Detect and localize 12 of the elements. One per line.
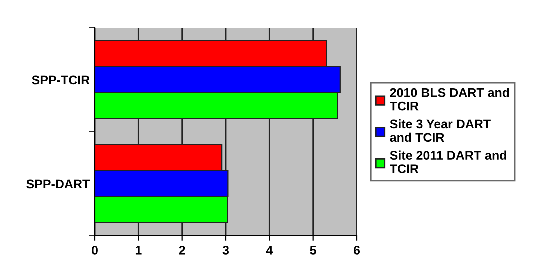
x-tick-label: 4 [266,246,274,255]
x-tick-label: 5 [310,246,316,255]
legend-label: Site 2011 DART and TCIR [390,150,506,174]
x-tick-label: 0 [92,246,98,255]
x-tick-label: 6 [354,246,360,255]
x-tick-label: 3 [222,246,230,255]
legend-label: Site 3 Year DART and TCIR [390,119,491,142]
legend-label: 2010 BLS DART and TCIR [390,88,510,111]
x-tick-label: 2 [179,246,186,255]
y-tick-label: SPP-TCIR [32,76,90,85]
x-tick-label: 1 [136,246,142,255]
y-tick-label: SPP-DART [26,180,90,189]
